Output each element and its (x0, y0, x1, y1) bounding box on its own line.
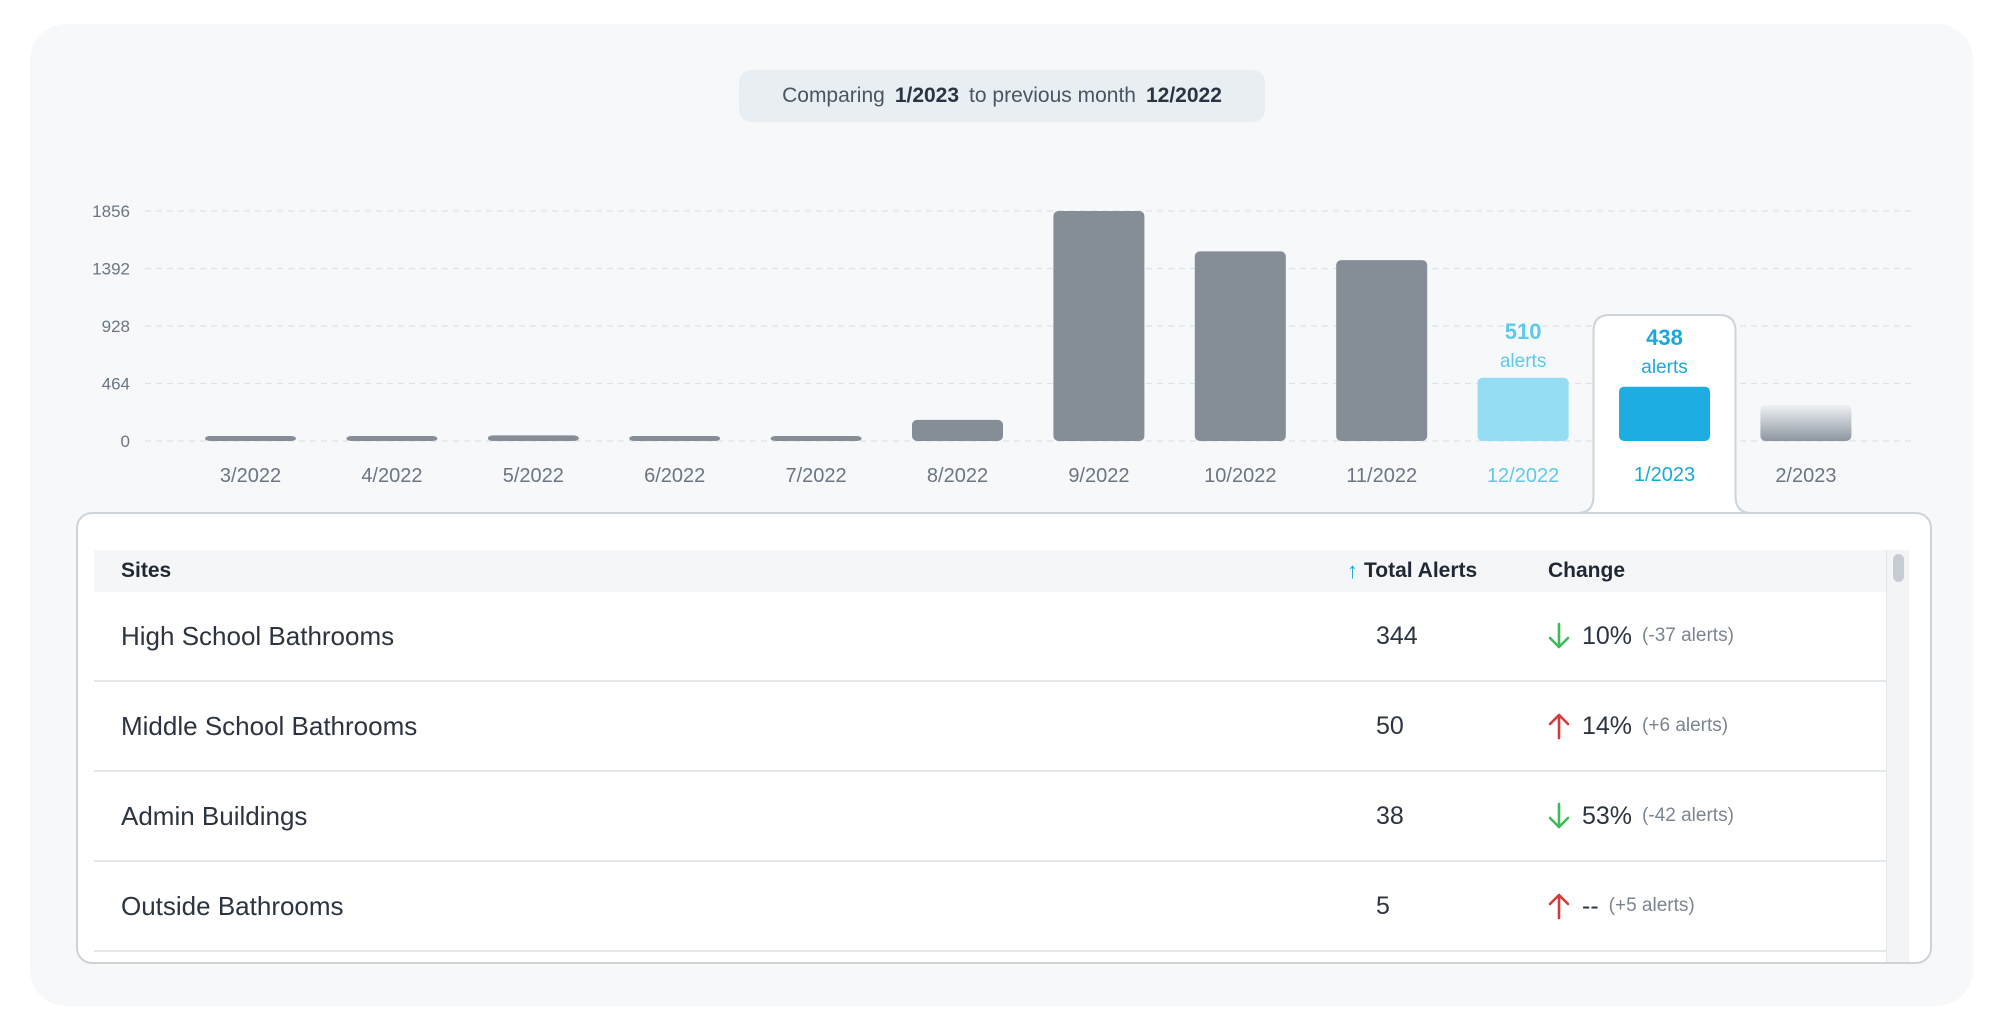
x-tick-label[interactable]: 5/2022 (503, 465, 564, 487)
change-delta: (-37 alerts) (1642, 625, 1734, 646)
y-tick-label: 464 (102, 375, 130, 394)
bar-8-2022[interactable] (912, 419, 1003, 441)
bar-callout: 438 alerts (1641, 325, 1687, 378)
site-name: High School Bathrooms (121, 620, 395, 651)
y-tick-label: 1392 (92, 260, 130, 279)
sites-table: Sites ↑ Total Alerts Change High School … (76, 512, 1932, 964)
site-name: Outside Bathrooms (121, 890, 344, 921)
header-total-alerts-label: Total Alerts (1364, 559, 1478, 582)
bar-1-2023[interactable] (1619, 386, 1710, 441)
site-name: Middle School Bathrooms (121, 710, 418, 741)
change-cell: 14% (+6 alerts) (1546, 711, 1728, 741)
change-percent: 53% (1582, 801, 1633, 830)
header-change[interactable]: Change (1548, 559, 1626, 582)
monthly-alerts-chart: 0 464 928 1392 1856 510 alerts 438 alerts 3/202… (92, 202, 1915, 514)
bar-3-2022[interactable] (205, 436, 296, 441)
arrow-up-icon (1546, 711, 1572, 741)
y-tick-label: 0 (121, 432, 130, 451)
x-tick-label[interactable]: 6/2022 (644, 465, 705, 487)
x-tick-label[interactable]: 10/2022 (1204, 465, 1276, 487)
x-axis-labels: 3/2022 4/2022 5/2022 6/2022 7/2022 8/2022 9/20… (220, 464, 1837, 487)
total-alerts: 50 (1376, 711, 1404, 740)
change-delta: (+6 alerts) (1642, 715, 1729, 736)
change-cell: 53% (-42 alerts) (1546, 801, 1734, 831)
bar-2-2023[interactable] (1760, 405, 1852, 441)
bar-12-2022[interactable] (1477, 377, 1569, 441)
x-tick-label[interactable]: 1/2023 (1634, 464, 1695, 486)
bar-11-2022[interactable] (1336, 260, 1428, 441)
header-sites[interactable]: Sites (121, 559, 172, 582)
bar-10-2022[interactable] (1194, 251, 1286, 441)
total-alerts: 5 (1376, 891, 1390, 920)
arrow-down-icon (1546, 801, 1572, 831)
x-tick-label[interactable]: 12/2022 (1487, 465, 1559, 487)
table-scrollbar[interactable] (1886, 550, 1909, 962)
table-row[interactable]: Admin Buildings 38 53% (-42 alerts) (94, 772, 1886, 862)
comparison-prefix: Comparing (782, 84, 885, 107)
change-percent: 10% (1582, 621, 1633, 650)
site-name: Admin Buildings (121, 800, 308, 831)
x-tick-label[interactable]: 9/2022 (1068, 465, 1129, 487)
change-delta: (-42 alerts) (1642, 805, 1734, 826)
change-cell: -- (+5 alerts) (1546, 891, 1695, 921)
x-tick-label[interactable]: 4/2022 (361, 465, 422, 487)
bar-5-2022[interactable] (487, 435, 579, 441)
arrow-up-icon (1546, 891, 1572, 921)
y-tick-label: 1856 (92, 202, 130, 221)
callout-unit: alerts (1641, 357, 1687, 378)
scrollbar-thumb[interactable] (1893, 554, 1904, 582)
bar-4-2022[interactable] (346, 436, 438, 441)
x-tick-label[interactable]: 7/2022 (786, 465, 847, 487)
table-header: Sites ↑ Total Alerts Change (94, 550, 1886, 592)
change-delta: (+5 alerts) (1608, 895, 1695, 916)
x-tick-label[interactable]: 8/2022 (927, 465, 988, 487)
change-percent: 14% (1582, 711, 1633, 740)
comparison-current-month: 1/2023 (894, 84, 960, 107)
change-percent: -- (1582, 891, 1599, 920)
chart-bars (205, 211, 1852, 441)
x-tick-label[interactable]: 11/2022 (1346, 465, 1417, 487)
change-cell: 10% (-37 alerts) (1546, 621, 1734, 651)
bar-9-2022[interactable] (1053, 211, 1145, 441)
comparison-previous-month: 12/2022 (1145, 84, 1222, 107)
total-alerts: 38 (1376, 801, 1404, 830)
callout-unit: alerts (1500, 351, 1546, 372)
total-alerts: 344 (1376, 621, 1418, 650)
bar-callout: 510 alerts (1500, 319, 1546, 372)
x-tick-label[interactable]: 2/2023 (1775, 465, 1836, 487)
comparison-middle: to previous month (969, 84, 1136, 107)
table-row[interactable]: High School Bathrooms 344 10% (-37 alerts) (94, 592, 1886, 682)
bar-7-2022[interactable] (770, 436, 862, 441)
x-tick-label[interactable]: 3/2022 (220, 465, 281, 487)
arrow-up-icon: ↑ (1347, 558, 1358, 583)
comparison-summary: Comparing 1/2023 to previous month 12/20… (739, 70, 1265, 122)
callout-value: 510 (1505, 319, 1542, 344)
header-total-alerts[interactable]: ↑ Total Alerts (1347, 558, 1477, 584)
callout-value: 438 (1646, 325, 1683, 350)
y-axis-ticks: 0 464 928 1392 1856 (92, 202, 130, 451)
chart-callouts: 510 alerts 438 alerts (1500, 319, 1688, 378)
bar-6-2022[interactable] (629, 436, 721, 441)
table-row[interactable]: Outside Bathrooms 5 -- (+5 alerts) (94, 862, 1886, 952)
arrow-down-icon (1546, 621, 1572, 651)
y-tick-label: 928 (102, 317, 130, 336)
table-row[interactable]: Middle School Bathrooms 50 14% (+6 alerts) (94, 682, 1886, 772)
